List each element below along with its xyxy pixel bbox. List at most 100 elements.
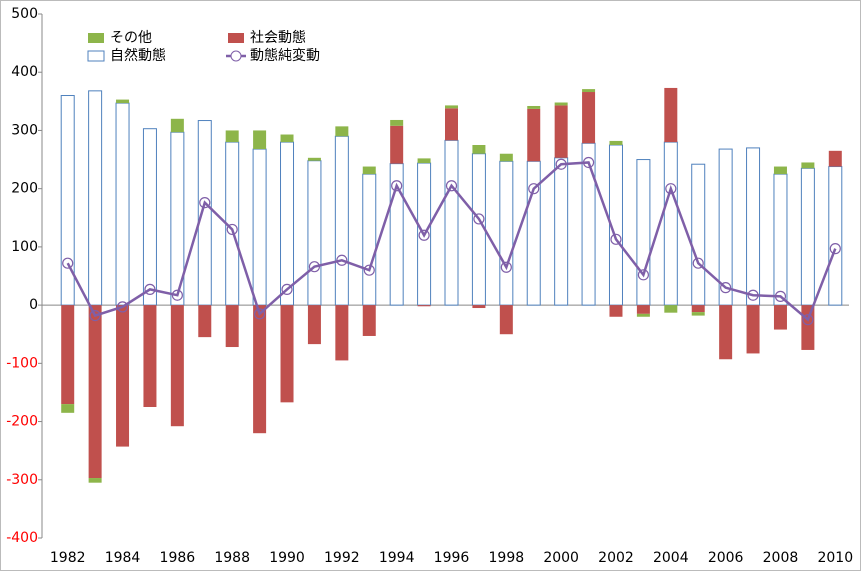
x-tick-label: 2008 xyxy=(763,550,799,566)
bar xyxy=(636,159,651,306)
bar xyxy=(609,140,623,145)
net-point xyxy=(308,261,321,273)
bar xyxy=(88,305,102,479)
y-tick-label: -300 xyxy=(6,472,38,488)
net-point xyxy=(254,308,266,320)
net-point xyxy=(391,180,403,192)
bar xyxy=(142,128,157,306)
bar xyxy=(252,148,267,306)
legend-label: 社会動態 xyxy=(250,30,306,46)
bar xyxy=(116,305,130,447)
net-point xyxy=(62,257,74,269)
x-tick-label: 1990 xyxy=(269,550,305,566)
bar xyxy=(554,102,568,106)
bar xyxy=(527,105,541,109)
bar xyxy=(554,157,569,306)
bar xyxy=(253,130,267,150)
y-tick-label: 500 xyxy=(11,6,38,22)
bar xyxy=(61,404,75,413)
x-tick-label: 1996 xyxy=(434,550,470,566)
x-tick-label: 1984 xyxy=(105,550,141,566)
legend-label: 動態純変動 xyxy=(250,47,320,64)
bar xyxy=(636,305,650,314)
bar xyxy=(280,134,294,143)
bar xyxy=(828,166,843,306)
bar xyxy=(499,305,513,335)
bar xyxy=(417,158,431,164)
net-point xyxy=(720,282,732,294)
net-point xyxy=(226,223,238,236)
x-tick-label: 1994 xyxy=(379,550,415,566)
bar xyxy=(664,87,678,143)
bar xyxy=(307,157,321,161)
bar xyxy=(746,305,760,354)
bar xyxy=(88,90,103,306)
bar xyxy=(253,305,267,434)
net-point xyxy=(445,180,458,192)
bar xyxy=(746,147,761,306)
bar xyxy=(334,135,349,306)
x-tick-label: 1988 xyxy=(214,550,250,566)
bar xyxy=(61,305,75,405)
net-point xyxy=(363,264,375,276)
bar xyxy=(280,305,294,403)
bar xyxy=(582,89,596,93)
legend-label: その他 xyxy=(110,30,152,46)
bar xyxy=(88,478,102,483)
bar xyxy=(718,148,733,306)
legend-swatch xyxy=(87,50,105,62)
bar xyxy=(691,312,705,316)
net-point xyxy=(610,233,622,245)
bar xyxy=(663,141,678,306)
bar xyxy=(198,305,212,338)
bar xyxy=(609,305,623,317)
net-point xyxy=(418,229,430,241)
legend-label: 自然動態 xyxy=(110,47,166,64)
bar xyxy=(362,305,376,336)
bar xyxy=(801,162,815,169)
net-point xyxy=(747,289,759,301)
y-tick-label: -400 xyxy=(6,530,38,546)
net-point xyxy=(555,158,567,170)
x-tick-label: 2000 xyxy=(543,550,579,566)
bar xyxy=(362,166,376,175)
net-point xyxy=(500,261,512,273)
x-tick-label: 1982 xyxy=(50,550,86,566)
y-tick-label: -200 xyxy=(6,414,38,430)
bar xyxy=(170,305,184,427)
bar xyxy=(719,305,733,360)
bar xyxy=(472,305,486,309)
x-tick-label: 2006 xyxy=(708,550,744,566)
bar xyxy=(691,163,706,306)
bar xyxy=(116,99,130,104)
net-point xyxy=(692,257,704,269)
x-tick-label: 2010 xyxy=(817,550,853,566)
net-point xyxy=(802,314,814,326)
legend-swatch xyxy=(88,33,104,43)
bar xyxy=(773,305,787,330)
bar xyxy=(445,105,458,109)
x-tick-label: 1992 xyxy=(324,550,360,566)
x-tick-label: 2002 xyxy=(598,550,634,566)
net-point xyxy=(528,183,540,195)
legend-swatch xyxy=(228,33,244,43)
bar xyxy=(280,141,295,306)
net-point xyxy=(665,183,677,195)
net-line xyxy=(66,161,837,322)
bar xyxy=(390,125,404,164)
bar xyxy=(225,130,239,143)
net-point xyxy=(89,309,101,322)
y-tick-label: 400 xyxy=(11,64,38,80)
y-tick-label: 0 xyxy=(29,297,38,313)
bar xyxy=(444,139,459,306)
bar xyxy=(554,105,568,158)
bar xyxy=(499,153,513,162)
bar xyxy=(307,305,321,345)
bar xyxy=(773,166,787,175)
bar xyxy=(582,92,596,144)
bar xyxy=(664,305,678,313)
bar xyxy=(115,102,130,306)
net-point xyxy=(144,283,156,295)
y-tick-label: 200 xyxy=(11,181,38,197)
